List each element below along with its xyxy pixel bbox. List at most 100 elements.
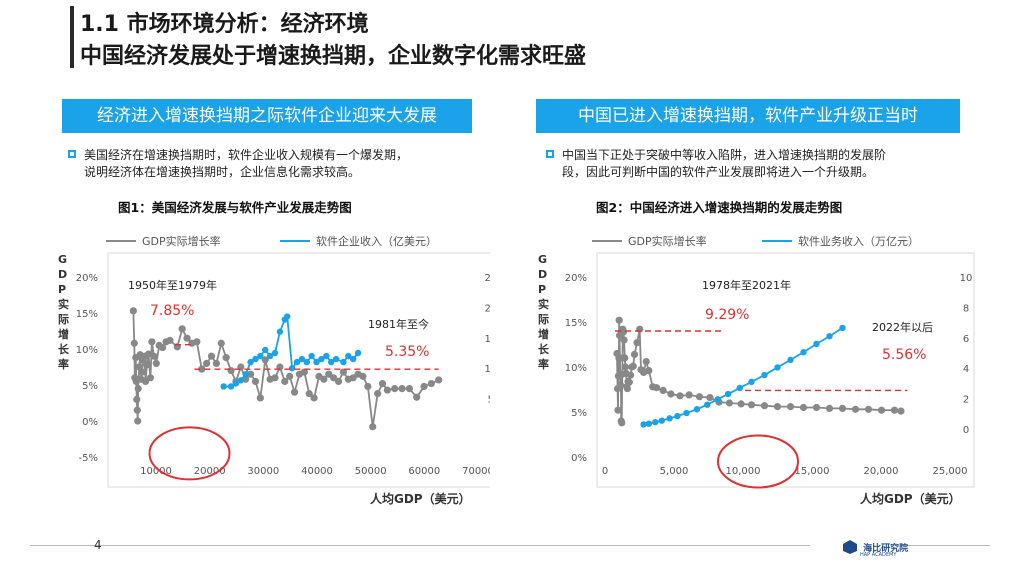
software-revenue-point: [774, 364, 781, 371]
y-axis-title-char: D: [538, 268, 547, 281]
gdp-growth-point: [630, 350, 639, 358]
gdp-growth-point: [851, 405, 860, 413]
period2-value: 5.35%: [385, 344, 429, 360]
gdp-growth-point: [178, 325, 186, 333]
software-revenue-point: [308, 352, 315, 360]
gdp-growth-point: [130, 339, 138, 347]
software-revenue-point: [227, 383, 235, 390]
gdp-growth-point: [286, 372, 294, 380]
gdp-growth-point: [760, 402, 769, 410]
y-left-tick-label: 0%: [571, 453, 587, 464]
gdp-growth-point: [133, 395, 141, 403]
gdp-growth-point: [897, 407, 905, 415]
y-axis-title-char: 实: [58, 297, 69, 311]
gdp-growth-point: [339, 368, 348, 376]
y-left-tick-label: 15%: [76, 309, 98, 320]
gdp-growth-point: [786, 403, 795, 411]
gdp-growth-point: [133, 406, 141, 414]
highlight-ellipse: [717, 434, 799, 489]
right-bullet-line1: 中国当下正处于突破中等收入陷阱，进入增速换挡期的发展阶: [562, 148, 887, 162]
logo-subtext: HAP ACADEMY: [860, 552, 897, 558]
y-axis-title-char: 际: [58, 312, 69, 326]
gdp-growth-point: [159, 343, 167, 352]
left-figure-title: 图1：美国经济发展与软件产业发展走势图: [118, 200, 352, 215]
logo-icon: [843, 539, 857, 554]
y-right-tick-label: 2: [963, 395, 969, 406]
y-left-tick-label: -5%: [79, 453, 98, 464]
right-bullet: 中国当下正处于突破中等收入陷阱，进入增速换挡期的发展阶 段，因此可判断中国的软件…: [546, 147, 966, 183]
gdp-growth-point: [614, 406, 622, 414]
gdp-growth-point: [146, 374, 155, 382]
software-revenue-point: [276, 328, 284, 335]
software-revenue-point: [724, 390, 732, 398]
software-revenue-point: [683, 409, 690, 417]
software-revenue-point: [288, 365, 296, 372]
software-revenue-point: [293, 358, 301, 366]
y-axis-title-char: 长: [538, 342, 550, 356]
software-revenue-point: [284, 313, 291, 320]
y-axis-title-char: 长: [58, 342, 70, 356]
legend-gdp-label: GDP实际增长率: [628, 234, 707, 248]
gdp-growth-point: [629, 362, 637, 370]
left-bullet-line1: 美国经济在增速换挡期时，软件企业收入规模有一个爆发期，: [84, 148, 409, 162]
gdp-growth-point: [659, 386, 667, 394]
x-tick-label: 40000: [301, 466, 333, 477]
gdp-growth-point: [193, 338, 201, 346]
software-revenue-line: [643, 327, 843, 426]
period1-value: 9.29%: [705, 307, 749, 323]
gdp-growth-point: [427, 379, 435, 388]
gdp-growth-point: [217, 339, 225, 347]
period1-label: 1950年至1979年: [128, 278, 217, 292]
gdp-growth-point: [320, 375, 328, 383]
footer-logo: 海比研究院 HAP ACADEMY: [842, 536, 908, 558]
software-revenue-point: [271, 349, 279, 357]
gdp-growth-point: [695, 393, 704, 401]
y-axis-title-char: 际: [538, 312, 549, 326]
gdp-growth-point: [623, 385, 631, 393]
gdp-growth-point: [166, 336, 174, 344]
x-tick-label: 25,000: [933, 466, 968, 477]
y-axis-title-char: P: [538, 283, 546, 296]
software-revenue-point: [340, 358, 347, 366]
y-axis-title-char: G: [58, 253, 67, 266]
gdp-growth-point: [864, 405, 873, 413]
software-revenue-point: [813, 340, 820, 348]
software-revenue-point: [328, 358, 335, 366]
gdp-growth-point: [198, 365, 206, 373]
gdp-growth-point: [706, 394, 714, 402]
gdp-growth-point: [747, 401, 756, 409]
right-figure-title: 图2：中国经济进入增速换挡期的发展走势图: [596, 200, 843, 215]
x-tick-label: 10000: [140, 466, 172, 477]
x-tick-label: 5,000: [660, 466, 689, 477]
software-revenue-point: [247, 358, 254, 366]
software-revenue-point: [354, 349, 362, 357]
gdp-growth-point: [405, 385, 413, 393]
gdp-growth-point: [812, 403, 821, 412]
legend-software-label: 软件企业收入（亿美元）: [316, 234, 437, 248]
gdp-growth-point: [310, 394, 318, 402]
y-right-tick-label: 10: [960, 273, 973, 284]
gdp-growth-point: [645, 367, 653, 375]
gdp-growth-point: [799, 403, 808, 412]
us-chart: GDP实际增长率 软件企业收入（亿美元） GDP实际增长率 20% 15% 10% 5% 0%…: [58, 234, 490, 506]
software-revenue-point: [787, 356, 794, 364]
y-left-tick-label: 15%: [565, 318, 587, 329]
period1-label: 1978年至2021年: [702, 278, 791, 292]
gdp-growth-point: [150, 352, 158, 360]
y-right-tick-label: 250: [484, 273, 490, 284]
software-revenue-point: [658, 417, 665, 424]
y-left-tick-label: 5%: [571, 408, 587, 419]
y-left-tick-label: 10%: [76, 345, 98, 356]
software-revenue-point: [826, 333, 833, 340]
gdp-growth-point: [838, 404, 847, 412]
x-tick-label: 20,000: [864, 466, 899, 477]
footer-divider-right: [900, 545, 990, 546]
y-right-tick-label: 150: [484, 334, 490, 345]
y-axis-title-char: 率: [538, 357, 549, 371]
gdp-growth-point: [138, 368, 146, 376]
y-left-tick-label: 5%: [82, 381, 98, 392]
y-axis-title-char: P: [58, 283, 66, 296]
gdp-growth-point: [207, 352, 216, 360]
y-axis-title-char: G: [538, 253, 547, 266]
y-right-tick-label: 4: [963, 364, 969, 375]
